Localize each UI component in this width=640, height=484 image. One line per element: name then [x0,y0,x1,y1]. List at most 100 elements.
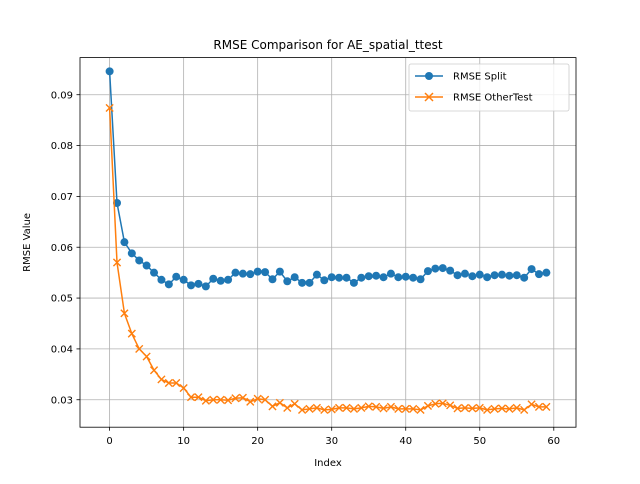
data-point [542,268,551,277]
data-point [409,273,418,282]
data-point [149,366,159,375]
x-tick-label: 20 [251,436,264,447]
series-layer [105,67,551,415]
data-point [231,394,240,403]
data-point [172,378,181,388]
data-point [246,270,255,279]
data-point [357,273,366,282]
data-point [260,395,270,404]
data-point [542,402,551,411]
data-point [483,273,492,282]
data-point [468,404,477,413]
data-point [446,266,455,275]
data-point [512,403,521,412]
data-point [127,249,136,258]
data-point [416,405,425,415]
data-point [127,329,136,338]
data-point [475,270,484,279]
data-point [290,273,299,282]
data-point [135,256,144,265]
data-point [253,394,262,403]
data-point [349,404,359,413]
data-point [416,275,425,284]
data-point [157,375,166,384]
data-point [342,273,351,282]
legend-label-split: RMSE Split [453,72,507,83]
data-point [490,271,499,280]
data-point [431,264,440,273]
data-point [357,403,366,412]
data-point [305,404,314,413]
data-point [394,273,403,282]
y-tick-label: 0.07 [51,192,73,203]
data-point [305,278,314,287]
data-point [113,198,122,207]
data-point [505,404,514,413]
data-point [187,281,196,290]
data-point [164,280,173,289]
data-point [342,403,351,412]
x-axis-label: Index [314,458,342,469]
legend: RMSE Split RMSE OtherTest [408,63,570,112]
data-point [372,402,381,411]
data-point [275,398,284,407]
data-point [364,272,373,281]
data-point [512,271,521,280]
data-point [231,268,240,277]
y-ticks: 0.03 0.04 0.05 0.06 0.07 0.08 0.09 [51,90,80,406]
data-point [246,397,255,406]
plot-background [80,57,576,428]
data-point [497,404,507,413]
data-point [409,404,418,413]
data-point [401,404,410,413]
x-tick-label: 60 [547,436,560,447]
series-rmse-split [105,67,551,291]
data-point [135,344,144,354]
data-point [275,267,284,276]
data-point [386,269,395,278]
data-point [349,278,358,287]
data-point [268,402,277,411]
data-point [490,404,499,413]
data-point [179,383,188,393]
data-point [120,309,129,318]
series-rmse-othertest [105,103,551,415]
data-point [312,403,321,412]
data-point [216,395,225,404]
data-point [320,276,329,285]
data-point [172,272,181,281]
data-point [253,267,262,276]
data-point [268,275,277,284]
plot-area: 0 10 20 30 40 50 60 0.030.040.050.060.070.080.… [51,57,577,447]
data-point [453,271,462,280]
data-point [194,279,203,288]
data-point [142,261,151,270]
data-point [527,265,536,274]
data-point [475,403,484,412]
data-point [150,268,159,277]
y-axis-label: RMSE Value [22,213,33,272]
x-tick-label: 40 [399,436,412,447]
data-point [112,258,122,267]
legend-marker-othertest [424,92,434,102]
data-point [298,278,307,287]
data-point [460,403,470,412]
data-point [423,401,433,410]
data-point [194,393,203,402]
data-point [505,271,514,280]
data-point [105,103,114,113]
data-point [223,396,233,405]
data-point [372,271,381,280]
y-tick-label: 0.03 [51,395,73,406]
data-point [312,270,321,279]
y-tick-label: 0.04 [51,345,73,356]
data-point [224,275,233,284]
data-point [209,274,218,283]
data-point [527,400,536,409]
data-point [520,405,529,415]
y-tick-label: 0.09 [51,90,73,101]
legend-label-othertest: RMSE OtherTest [453,93,533,104]
x-tick-label: 50 [473,436,486,447]
data-point [142,352,151,361]
